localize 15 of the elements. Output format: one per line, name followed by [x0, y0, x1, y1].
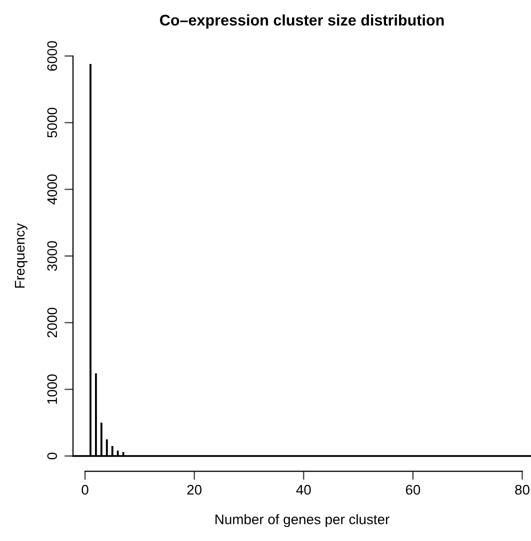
x-tick-label: 40	[296, 484, 311, 495]
y-tick-label: 5000	[47, 108, 58, 138]
y-tick-label: 2000	[47, 308, 58, 338]
y-axis-title: Frequency	[14, 223, 28, 288]
y-tick-label: 3000	[47, 241, 58, 271]
x-tick-label: 60	[406, 484, 420, 495]
x-tick-label: 20	[187, 484, 202, 495]
y-tick-label: 6000	[47, 41, 58, 71]
x-tick-label: 80	[515, 484, 530, 495]
x-tick-label: 0	[82, 484, 88, 495]
y-tick-label: 1000	[47, 374, 58, 404]
y-tick-label: 4000	[47, 174, 58, 204]
chart-title: Co–expression cluster size distribution	[160, 14, 444, 29]
x-axis-title: Number of genes per cluster	[216, 514, 390, 528]
y-tick-label: 0	[47, 452, 58, 460]
